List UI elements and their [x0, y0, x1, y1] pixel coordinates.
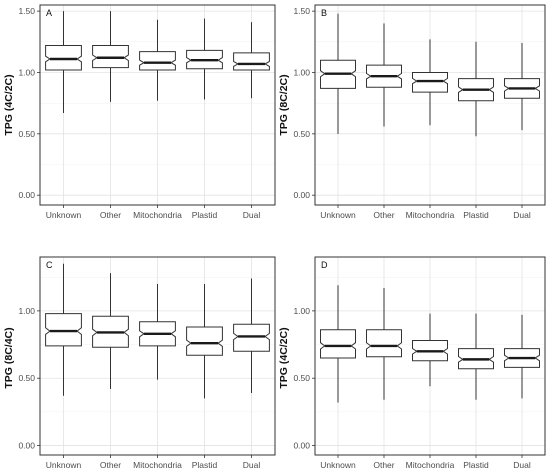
box-body: [366, 329, 402, 358]
box-other: [92, 273, 129, 389]
box-other: [92, 11, 129, 102]
x-tick-label: Mitochondria: [406, 210, 455, 220]
x-tick-label: Mitochondria: [133, 460, 182, 470]
y-tick-label: 0.00: [18, 441, 35, 451]
box-body: [186, 326, 223, 356]
box-mitochondria: [139, 283, 176, 380]
box-body: [233, 52, 270, 71]
panel-letter: B: [321, 8, 327, 18]
x-tick-label: Unknown: [320, 210, 356, 220]
x-tick-label: Dual: [243, 460, 261, 470]
y-tick-label: 1.00: [18, 306, 35, 316]
chart-panel-b: 0.00 0.50 1.00 1.50 Unknown Other Mitochondria…: [278, 4, 546, 220]
y-tick-label: 1.50: [18, 6, 35, 16]
x-tick-label: Plastid: [463, 210, 489, 220]
y-tick-label: 1.00: [293, 67, 310, 77]
y-tick-label: 0.50: [18, 129, 35, 139]
box-dual: [233, 22, 270, 99]
box-body: [92, 45, 129, 69]
box-mitochondria: [412, 313, 448, 387]
box-dual: [504, 314, 540, 399]
panel-letter: A: [46, 8, 52, 18]
y-tick-label: 1.00: [293, 306, 310, 316]
box-plastid: [458, 313, 494, 400]
y-axis-label: TPG (8C/4C): [3, 327, 15, 388]
box-body: [412, 72, 448, 93]
x-tick-label: Other: [100, 460, 121, 470]
panel-letter: D: [321, 260, 328, 270]
y-tick-label: 1.00: [18, 67, 35, 77]
chart-panel-c: 0.00 0.50 1.00 Unknown Other Mitochondria Plas…: [3, 256, 276, 470]
y-axis-label: TPG (4C/2C): [3, 74, 15, 135]
y-tick-label: 0.00: [18, 190, 35, 200]
y-tick-label: 1.50: [293, 6, 310, 16]
box-body: [45, 313, 82, 347]
box-body: [45, 45, 82, 71]
box-mitochondria: [412, 39, 448, 126]
y-tick-label: 0.50: [18, 373, 35, 383]
y-axis-label: TPG (4C/2C): [278, 327, 290, 388]
x-tick-label: Dual: [513, 210, 531, 220]
box-body: [233, 323, 270, 352]
box-unknown: [45, 11, 82, 113]
box-dual: [233, 278, 270, 394]
box-plastid: [458, 41, 494, 137]
x-tick-label: Plastid: [192, 460, 218, 470]
x-tick-label: Mitochondria: [133, 210, 182, 220]
x-tick-label: Dual: [513, 460, 531, 470]
x-tick-label: Other: [100, 210, 121, 220]
chart-panel-a: 0.00 0.50 1.00 1.50 Unknown Other Mitochondria…: [3, 4, 276, 220]
y-tick-label: 0.00: [293, 190, 310, 200]
box-unknown: [320, 285, 356, 403]
box-mitochondria: [139, 19, 176, 101]
box-plastid: [186, 18, 223, 100]
box-other: [366, 23, 402, 127]
x-tick-label: Plastid: [192, 210, 218, 220]
box-unknown: [45, 263, 82, 396]
box-body: [139, 51, 176, 71]
box-plastid: [186, 283, 223, 399]
chart-panel-d: 0.00 0.50 1.00 Unknown Other Mitochondria Plas…: [278, 256, 546, 470]
box-dual: [504, 43, 540, 131]
panel-letter: C: [46, 260, 53, 270]
x-tick-label: Dual: [243, 210, 261, 220]
y-tick-label: 0.00: [293, 441, 310, 451]
y-tick-label: 0.50: [293, 373, 310, 383]
x-tick-label: Other: [373, 210, 394, 220]
y-tick-label: 0.50: [293, 129, 310, 139]
x-tick-label: Unknown: [46, 460, 82, 470]
x-tick-label: Unknown: [320, 460, 356, 470]
x-tick-label: Unknown: [46, 210, 82, 220]
y-axis-label: TPG (8C/2C): [278, 74, 290, 135]
box-other: [366, 287, 402, 400]
x-tick-label: Other: [373, 460, 394, 470]
box-unknown: [320, 13, 356, 134]
x-tick-label: Mitochondria: [406, 460, 455, 470]
x-tick-label: Plastid: [463, 460, 489, 470]
box-body: [320, 329, 356, 359]
